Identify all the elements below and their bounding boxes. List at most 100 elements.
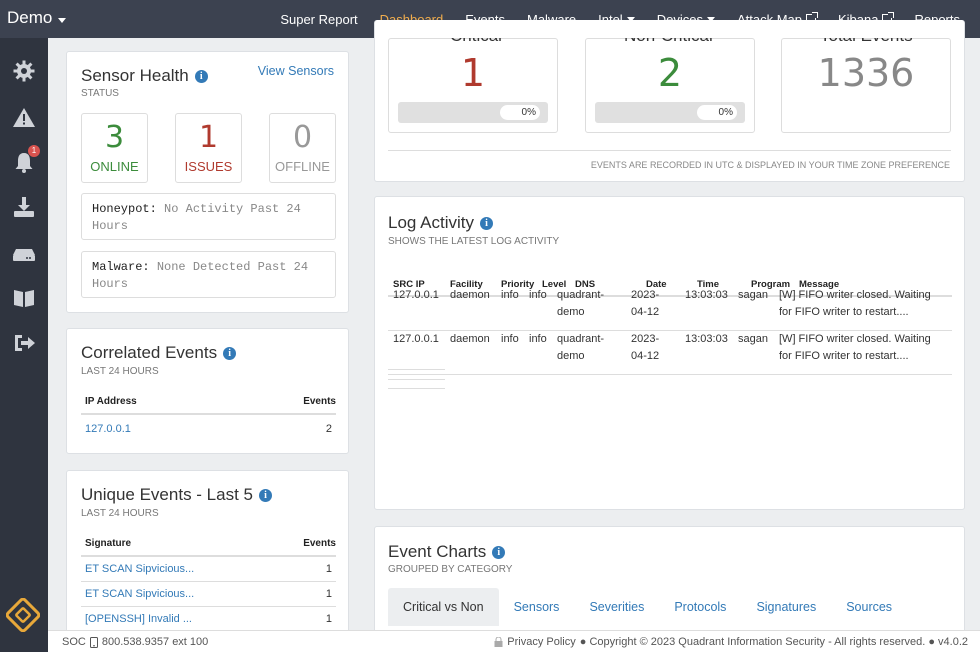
level: info (529, 333, 547, 345)
ip-link[interactable]: 127.0.0.1 (85, 423, 131, 435)
dns: quadrant- (557, 333, 605, 345)
noncritical-progress: 0% (595, 102, 745, 123)
tab-sources[interactable]: Sources (846, 600, 893, 614)
info-icon[interactable]: i (480, 216, 493, 230)
time: 13:03:03 (685, 289, 728, 301)
divider (388, 369, 445, 370)
download-icon[interactable] (10, 193, 38, 221)
event-charts-subtitle: GROUPED BY CATEGORY (388, 564, 513, 575)
table-header: Signature Events (81, 538, 336, 557)
server-icon[interactable] (10, 239, 38, 267)
col-level: Level (542, 279, 567, 290)
table-row[interactable]: 127.0.0.1 daemon info info quadrant- dem… (388, 331, 952, 375)
critical-value: 1 (460, 51, 486, 95)
notification-badge: 1 (28, 145, 40, 157)
correlated-subtitle: LAST 24 HOURS (81, 366, 159, 377)
event-count: 1 (325, 588, 332, 600)
unique-title: Unique Events - Last 5 i (81, 485, 272, 505)
priority: info (501, 289, 519, 301)
honeypot-status: Honeypot: No Activity Past 24 Hours (81, 193, 336, 240)
col-events: Events (303, 538, 336, 549)
noncritical-percent: 0% (697, 105, 737, 120)
view-sensors-link[interactable]: View Sensors (257, 64, 334, 78)
sign-out-icon[interactable] (10, 329, 38, 357)
footer-copyright: Privacy Policy ● Copyright © 2023 Quadra… (494, 636, 968, 648)
signature-link[interactable]: ET SCAN Sipvicious... (85, 563, 195, 575)
col-signature: Signature (85, 538, 132, 549)
offline-label: OFFLINE (275, 159, 330, 174)
message: [W] FIFO writer closed. Waiting (779, 289, 931, 301)
program: sagan (738, 289, 768, 301)
col-message: Message (799, 279, 840, 290)
brand-dropdown[interactable]: Demo (7, 8, 67, 28)
malware-status: Malware: None Detected Past 24 Hours (81, 251, 336, 298)
table-row[interactable]: ET SCAN Sipvicious... 1 (81, 557, 336, 582)
info-icon[interactable]: i (258, 488, 272, 502)
correlated-table: IP Address Events 127.0.0.1 2 (81, 396, 336, 441)
malware-value: None Detected Past 24 Hours (92, 260, 309, 291)
warning-icon[interactable] (10, 104, 38, 132)
tab-protocols[interactable]: Protocols (674, 600, 727, 614)
src-ip: 127.0.0.1 (393, 289, 439, 301)
date: 2023- (631, 333, 660, 345)
total-events-stat[interactable]: 1336 (781, 38, 951, 133)
info-icon[interactable]: i (492, 545, 506, 559)
phone-icon (89, 636, 98, 648)
timezone-note: EVENTS ARE RECORDED IN UTC & DISPLAYED I… (590, 160, 950, 170)
log-activity-card: Log Activity i SHOWS THE LATEST LOG ACTI… (374, 196, 965, 510)
message: for FIFO writer to restart.... (779, 350, 909, 362)
sensor-health-card: Sensor Health i STATUS View Sensors 3 ON… (66, 51, 349, 313)
critical-progress: 0% (398, 102, 548, 123)
tab-severities[interactable]: Severities (589, 600, 645, 614)
table-row[interactable]: 127.0.0.1 2 (81, 415, 336, 441)
divider (388, 150, 951, 151)
tab-signatures[interactable]: Signatures (756, 600, 817, 614)
table-header: IP Address Events (81, 396, 336, 415)
tab-sensors[interactable]: Sensors (513, 600, 560, 614)
chevron-down-icon (626, 16, 635, 22)
quadrant-logo-icon (6, 598, 40, 632)
critical-percent: 0% (500, 105, 540, 120)
lock-icon (494, 637, 503, 647)
tab-critical-vs-non[interactable]: Critical vs Non (388, 588, 499, 626)
table-row[interactable]: [OPENSSH] Invalid ... 1 (81, 607, 336, 631)
info-icon[interactable]: i (223, 346, 237, 360)
unique-events-card: Unique Events - Last 5 i LAST 24 HOURS S… (66, 470, 349, 640)
facility: daemon (450, 333, 490, 345)
event-summary-card: 1 0% 2 0% 1336 EVENTS ARE RECORDED IN UT… (374, 20, 965, 182)
book-icon[interactable] (10, 284, 38, 312)
offline-sensors-box[interactable]: 0 OFFLINE (269, 113, 336, 183)
facility: daemon (450, 289, 490, 301)
unique-subtitle: LAST 24 HOURS (81, 508, 159, 519)
unique-title-text: Unique Events - Last 5 (81, 485, 253, 504)
issues-label: ISSUES (184, 159, 233, 174)
noncritical-stat[interactable]: 2 0% (585, 38, 755, 133)
date: 04-12 (631, 306, 660, 318)
sensor-health-title-text: Sensor Health (81, 66, 189, 85)
unique-table: Signature Events ET SCAN Sipvicious... 1… (81, 538, 336, 631)
nav-super-report[interactable]: Super Report (280, 11, 358, 27)
chevron-down-icon (58, 17, 67, 23)
signature-link[interactable]: ET SCAN Sipvicious... (85, 588, 195, 600)
log-activity-title-text: Log Activity (388, 213, 474, 232)
table-row[interactable]: ET SCAN Sipvicious... 1 (81, 582, 336, 607)
event-charts-title-text: Event Charts (388, 542, 487, 561)
soc-phone[interactable]: 800.538.9357 ext 100 (101, 636, 209, 648)
online-sensors-box[interactable]: 3 ONLINE (81, 113, 148, 183)
issues-sensors-box[interactable]: 1 ISSUES (175, 113, 242, 183)
gear-icon[interactable] (10, 57, 38, 85)
log-activity-subtitle: SHOWS THE LATEST LOG ACTIVITY (388, 236, 560, 247)
info-icon[interactable]: i (194, 69, 208, 83)
critical-stat[interactable]: 1 0% (388, 38, 558, 133)
dns: quadrant- (557, 289, 605, 301)
sidebar: 1 (0, 38, 48, 652)
col-ip-address: IP Address (85, 396, 137, 407)
src-ip: 127.0.0.1 (393, 333, 439, 345)
correlated-title: Correlated Events i (81, 343, 237, 363)
table-row[interactable]: 127.0.0.1 daemon info info quadrant- dem… (388, 287, 952, 331)
signature-link[interactable]: [OPENSSH] Invalid ... (85, 613, 192, 625)
bell-icon[interactable]: 1 (10, 145, 40, 176)
soc-label: SOC (62, 636, 86, 648)
log-table-header: SRC IP Facility Priority Level DNS Date … (388, 279, 952, 297)
privacy-policy-link[interactable]: Privacy Policy (507, 636, 576, 648)
